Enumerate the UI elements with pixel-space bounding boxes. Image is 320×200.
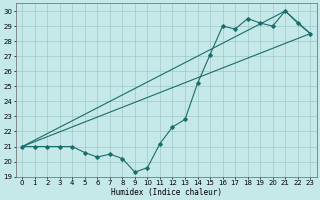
X-axis label: Humidex (Indice chaleur): Humidex (Indice chaleur) [111,188,222,197]
